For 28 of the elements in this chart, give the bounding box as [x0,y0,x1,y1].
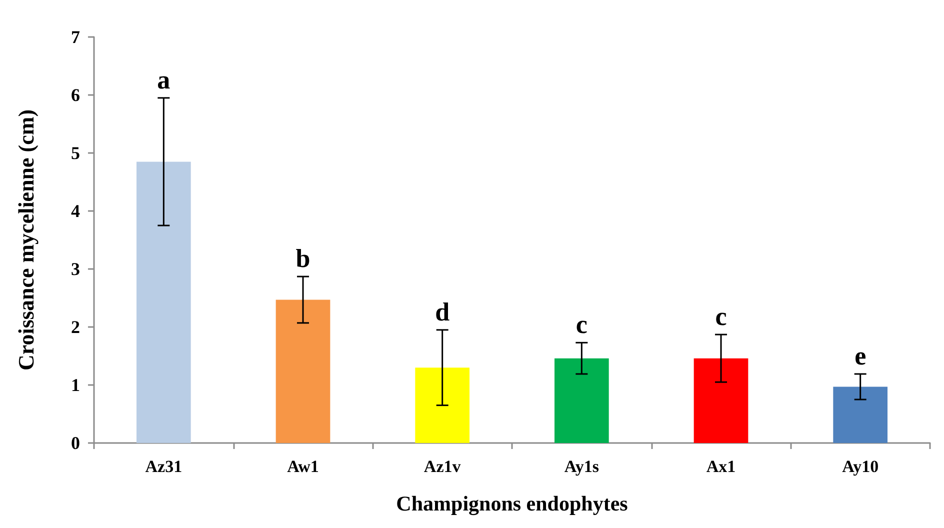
x-tick-label: Ay10 [842,457,879,476]
x-tick-label: Ax1 [706,457,736,476]
y-tick-label: 3 [71,259,80,279]
x-tick-label: Az1v [424,457,462,476]
y-tick-label: 2 [71,317,80,337]
x-tick-label: Ay1s [564,457,600,476]
y-tick-label: 7 [71,27,80,47]
y-tick-label: 0 [71,433,80,453]
bar [833,386,888,443]
annotation: e [854,341,866,370]
y-tick-label: 4 [71,201,80,221]
y-tick-label: 5 [71,143,80,163]
bar [554,358,609,443]
y-axis-title: Croissance mycelienne (cm) [14,109,38,371]
x-tick-label: Az31 [145,457,182,476]
annotation: c [715,302,727,332]
y-tick-label: 1 [71,375,80,395]
bar [276,300,330,443]
x-axis-title: Champignons endophytes [396,492,628,516]
annotation: a [157,65,170,94]
annotation: c [576,310,588,340]
bar [415,368,470,443]
x-tick-label: Aw1 [287,457,319,476]
y-tick-label: 6 [71,85,80,105]
annotation: d [435,297,450,326]
bar [694,358,748,443]
annotation: b [296,244,310,274]
bar [136,162,191,443]
